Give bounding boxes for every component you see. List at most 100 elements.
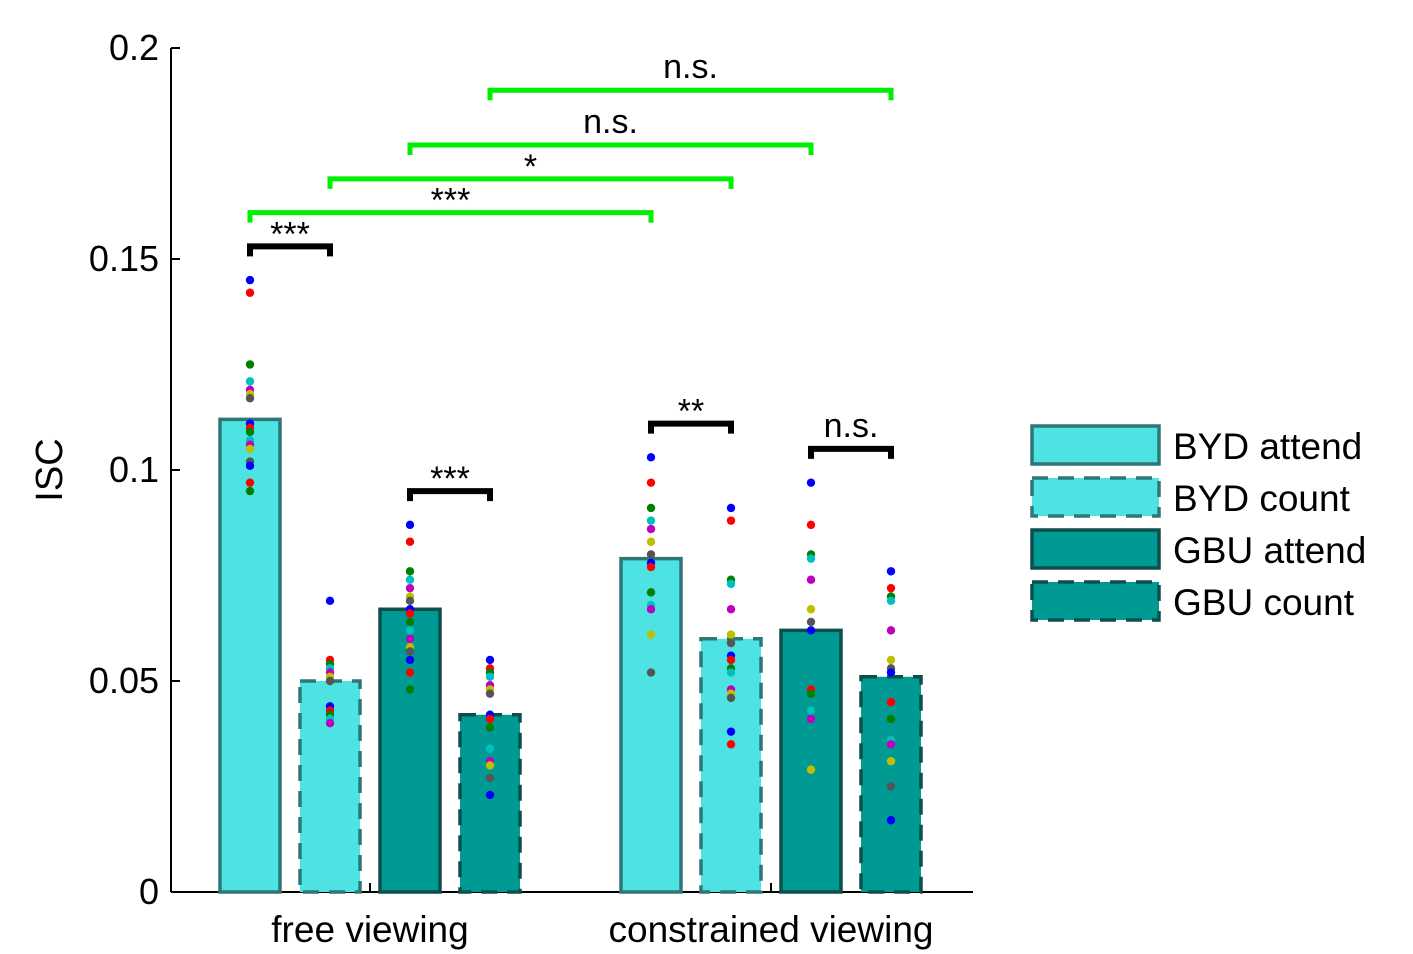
subject-point [726,579,736,589]
subject-point [405,537,415,546]
subject-point [245,478,255,487]
subject-point [405,668,415,677]
subject-point [646,478,656,487]
subject-point [726,630,736,639]
subject-point [806,617,816,627]
subject-point [646,668,656,677]
subject-point [325,596,335,606]
axes: 0 0.05 0.1 0.15 0.2 free viewing constrained v… [29,27,973,950]
x-category-label: constrained viewing [609,909,934,950]
bars [218,417,923,894]
subject-point [485,655,495,665]
significance-label: *** [431,182,471,220]
y-tick-label: 0.2 [109,27,159,68]
subject-point [886,655,896,665]
subject-point [405,655,415,665]
legend-swatch [1030,580,1161,622]
y-tick-label: 0 [139,871,159,912]
legend-swatch [1030,476,1161,518]
subject-point [886,756,896,766]
subject-point [485,689,495,698]
subject-point [245,377,255,386]
subject-point [646,550,656,559]
subject-point [485,672,495,681]
legend: BYD attend BYD count GBU attend GBU count [1030,424,1366,623]
subject-point [886,697,896,707]
subject-point [485,723,495,732]
subject-point [886,714,896,724]
subject-point [405,575,415,584]
subject-point [646,503,656,513]
subject-point [806,689,816,698]
subject-point [726,516,736,525]
subject-point [245,360,255,369]
x-category-label: free viewing [271,909,468,950]
subject-point [726,740,736,749]
subject-point [726,668,736,677]
subject-point [806,575,816,584]
subject-point [886,583,896,593]
subject-point [485,714,495,724]
subject-point [806,554,816,563]
legend-label: BYD count [1173,478,1351,519]
subject-point [646,588,656,597]
subject-point [405,685,415,694]
subject-point [646,605,656,614]
bar [779,628,843,894]
subject-point [245,444,255,454]
subject-point [726,727,736,736]
significance-bracket [327,176,734,189]
subject-point [646,630,656,639]
subject-point [405,626,415,635]
significance-label: n.s. [583,103,638,141]
subject-point [405,617,415,627]
significance-label: n.s. [663,48,718,86]
subject-point [726,605,736,614]
subject-point [245,461,255,470]
significance-bracket [247,210,654,223]
subject-point [806,706,816,715]
significance-label: *** [270,215,310,253]
significance-bracket [648,420,734,434]
subject-point [726,503,736,513]
subject-point [405,583,415,593]
subject-point [325,676,335,686]
subject-point [806,478,816,487]
subject-point [485,773,495,783]
subject-point [806,605,816,614]
subject-point [886,816,896,825]
subject-point [405,609,415,618]
subject-point [646,537,656,546]
subject-point [405,567,415,576]
significance-label: * [524,148,537,186]
legend-label: GBU count [1173,582,1355,623]
significance-bracket [247,243,333,257]
subject-point [405,596,415,606]
subject-point [245,288,255,297]
subject-point [886,740,896,749]
significance-label: *** [430,460,470,498]
subject-point [806,765,816,774]
subject-point [245,394,255,403]
subject-point [485,761,495,770]
bar [218,417,282,894]
subject-point [806,626,816,635]
significance-bracket [407,142,814,156]
subject-point [806,714,816,724]
subject-point [485,744,495,753]
subject-point [726,638,736,648]
significance-bracket [487,87,894,101]
subject-point [325,719,335,728]
subject-point [646,516,656,525]
subject-point [405,647,415,656]
subject-point [245,427,255,437]
y-tick-label: 0.15 [89,238,159,279]
bar [699,637,763,894]
subject-point [245,275,255,285]
subject-point [485,790,495,800]
significance-bracket [808,445,894,459]
subject-point [886,567,896,576]
significance-bracket [407,488,493,502]
subject-point [405,520,415,530]
